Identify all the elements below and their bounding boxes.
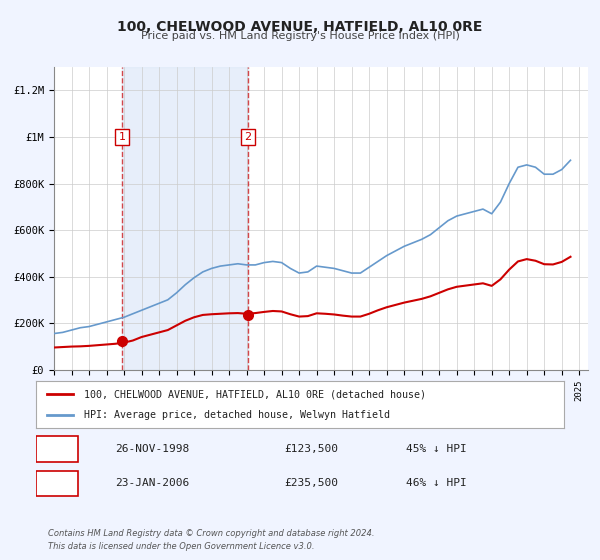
FancyBboxPatch shape	[36, 436, 78, 462]
Text: 1: 1	[54, 444, 61, 454]
Text: £235,500: £235,500	[284, 478, 338, 488]
FancyBboxPatch shape	[36, 470, 78, 496]
Text: 2: 2	[244, 132, 251, 142]
Text: £123,500: £123,500	[284, 444, 338, 454]
Text: 1: 1	[119, 132, 126, 142]
Text: Contains HM Land Registry data © Crown copyright and database right 2024.: Contains HM Land Registry data © Crown c…	[48, 529, 374, 538]
Text: HPI: Average price, detached house, Welwyn Hatfield: HPI: Average price, detached house, Welw…	[83, 410, 389, 420]
Text: 46% ↓ HPI: 46% ↓ HPI	[406, 478, 466, 488]
Text: Price paid vs. HM Land Registry's House Price Index (HPI): Price paid vs. HM Land Registry's House …	[140, 31, 460, 41]
Text: This data is licensed under the Open Government Licence v3.0.: This data is licensed under the Open Gov…	[48, 542, 314, 550]
Text: 2: 2	[54, 478, 61, 488]
Text: 45% ↓ HPI: 45% ↓ HPI	[406, 444, 466, 454]
Text: 26-NOV-1998: 26-NOV-1998	[115, 444, 190, 454]
Text: 23-JAN-2006: 23-JAN-2006	[115, 478, 190, 488]
Text: 100, CHELWOOD AVENUE, HATFIELD, AL10 0RE (detached house): 100, CHELWOOD AVENUE, HATFIELD, AL10 0RE…	[83, 389, 425, 399]
Bar	[122, 67, 248, 370]
Text: 100, CHELWOOD AVENUE, HATFIELD, AL10 0RE: 100, CHELWOOD AVENUE, HATFIELD, AL10 0RE	[118, 20, 482, 34]
